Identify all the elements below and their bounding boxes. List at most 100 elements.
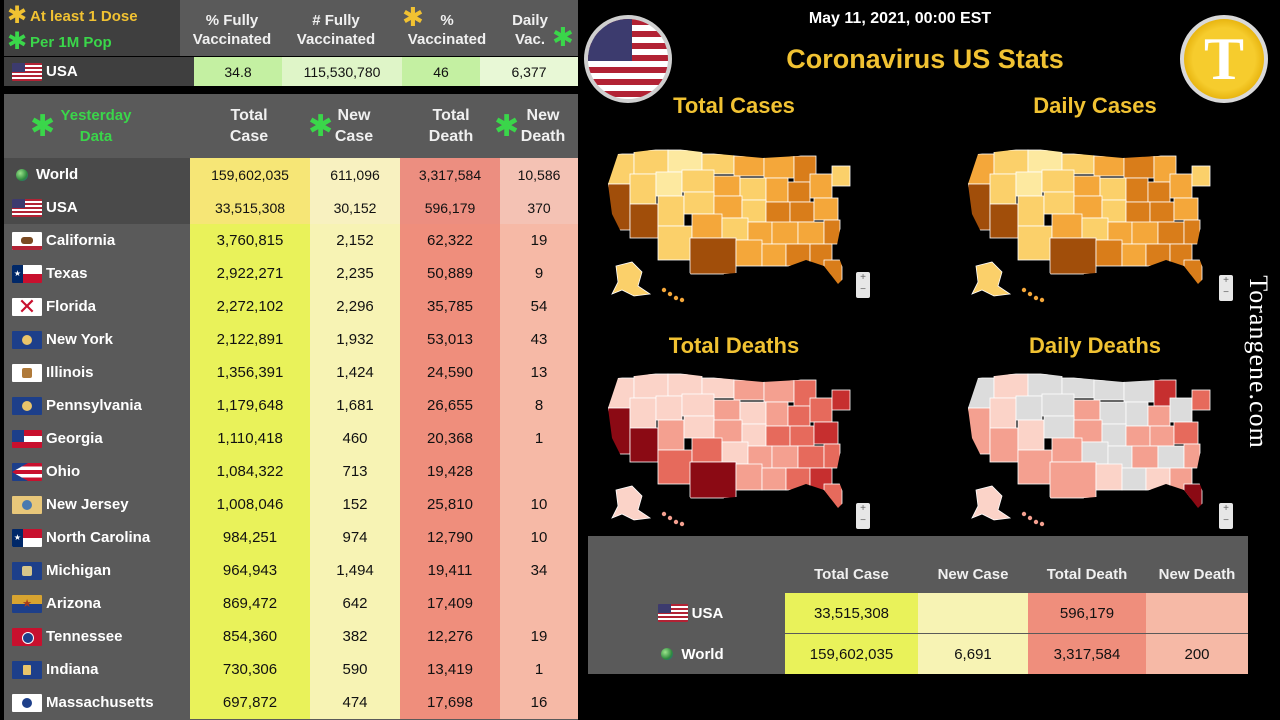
map-state-region[interactable] <box>1073 175 1101 197</box>
map-state-region[interactable] <box>633 149 669 175</box>
map-state-region[interactable] <box>657 225 693 261</box>
map-state-region[interactable] <box>993 149 1029 175</box>
zoom-out-icon[interactable]: − <box>860 515 866 526</box>
map-state-region[interactable] <box>1051 213 1083 239</box>
map-state-region[interactable] <box>765 425 791 449</box>
map-hawaii-island[interactable] <box>1021 287 1027 293</box>
map-state-region[interactable] <box>823 483 843 511</box>
map-hawaii-island[interactable] <box>661 287 667 293</box>
map-hawaii-island[interactable] <box>673 519 679 525</box>
map-state-region[interactable] <box>1147 405 1171 427</box>
map-state-region[interactable] <box>1093 155 1125 177</box>
map-state-region[interactable] <box>655 171 683 197</box>
map-hawaii-island[interactable] <box>667 291 673 297</box>
map-state-region[interactable] <box>823 443 841 469</box>
map-state-region[interactable] <box>629 397 657 429</box>
map-state-region[interactable] <box>691 437 723 463</box>
map-state-region[interactable] <box>1049 461 1097 499</box>
map-hawaii-island[interactable] <box>1021 511 1027 517</box>
map-state-region[interactable] <box>813 421 839 445</box>
map-state-region[interactable] <box>1017 449 1053 485</box>
map-state-region[interactable] <box>1157 445 1185 469</box>
zoom-out-icon[interactable]: − <box>1223 515 1229 526</box>
map-hawaii-island[interactable] <box>667 515 673 521</box>
map-state-region[interactable] <box>789 425 815 447</box>
map-state-region[interactable] <box>1095 463 1123 491</box>
map-state-region[interactable] <box>1183 483 1203 511</box>
map-state-region[interactable] <box>785 243 811 267</box>
map-state-region[interactable] <box>1017 195 1045 227</box>
map-state-region[interactable] <box>809 173 833 199</box>
map-state-region[interactable] <box>1049 237 1097 275</box>
map-state-region[interactable] <box>785 467 811 491</box>
map-state-region[interactable] <box>797 445 825 469</box>
map-state-region[interactable] <box>765 401 789 427</box>
map-state-region[interactable] <box>1041 169 1075 193</box>
map-state-region[interactable] <box>739 177 767 201</box>
map-state-region[interactable] <box>689 461 737 499</box>
map-state-region[interactable] <box>823 219 841 245</box>
map-state-region[interactable] <box>1191 389 1211 411</box>
map-state-region[interactable] <box>761 243 787 267</box>
map-state-region[interactable] <box>787 405 811 427</box>
map-state-region[interactable] <box>683 415 715 439</box>
map-state-region[interactable] <box>1015 171 1043 197</box>
map-state-region[interactable] <box>681 169 715 193</box>
map-state-region[interactable] <box>739 401 767 425</box>
map-state-region[interactable] <box>633 373 669 399</box>
map-hawaii-island[interactable] <box>1027 291 1033 297</box>
map-state-region[interactable] <box>1081 217 1109 241</box>
map-state-region[interactable] <box>813 197 839 221</box>
map-state-region[interactable] <box>1149 425 1175 447</box>
map-state-region[interactable] <box>1015 395 1043 421</box>
map-state-region[interactable] <box>1183 259 1203 287</box>
map-state-region[interactable] <box>733 155 765 177</box>
map-state-region[interactable] <box>771 445 799 469</box>
map-state-region[interactable] <box>1027 373 1063 397</box>
map-state-region[interactable] <box>1169 173 1193 199</box>
map-state-region[interactable] <box>667 373 703 397</box>
map-hawaii-island[interactable] <box>1039 521 1045 527</box>
map-state-region[interactable] <box>1123 155 1155 179</box>
zoom-in-icon[interactable]: + <box>1223 275 1229 286</box>
map-state-region[interactable] <box>1041 393 1075 417</box>
map-state-region[interactable] <box>1131 221 1159 245</box>
zoom-control-total-deaths[interactable]: + − <box>856 503 870 529</box>
map-alaska[interactable] <box>971 261 1012 297</box>
map-alaska[interactable] <box>611 485 652 521</box>
zoom-out-icon[interactable]: − <box>860 284 866 295</box>
map-state-region[interactable] <box>989 173 1017 205</box>
map-hawaii-island[interactable] <box>661 511 667 517</box>
map-state-region[interactable] <box>1017 225 1053 261</box>
map-state-region[interactable] <box>1169 397 1193 423</box>
map-state-region[interactable] <box>667 149 703 173</box>
map-state-region[interactable] <box>831 389 851 411</box>
map-hawaii-island[interactable] <box>679 521 685 527</box>
map-state-region[interactable] <box>683 191 715 215</box>
map-state-region[interactable] <box>657 419 685 451</box>
map-state-region[interactable] <box>1051 437 1083 463</box>
map-state-region[interactable] <box>787 181 811 203</box>
map-state-region[interactable] <box>1121 243 1147 267</box>
map-state-region[interactable] <box>735 463 763 491</box>
map-state-region[interactable] <box>1147 181 1171 203</box>
map-state-region[interactable] <box>713 399 741 421</box>
map-state-region[interactable] <box>1173 197 1199 221</box>
map-hawaii-island[interactable] <box>1027 515 1033 521</box>
map-state-region[interactable] <box>1183 219 1201 245</box>
zoom-in-icon[interactable]: + <box>860 272 866 283</box>
zoom-control-daily-cases[interactable]: + − <box>1219 275 1233 301</box>
map-state-region[interactable] <box>1145 467 1171 491</box>
zoom-out-icon[interactable]: − <box>1223 287 1229 298</box>
map-state-region[interactable] <box>1043 191 1075 215</box>
zoom-control-total-cases[interactable]: + − <box>856 272 870 298</box>
map-state-region[interactable] <box>735 239 763 267</box>
map-state-region[interactable] <box>831 165 851 187</box>
map-state-region[interactable] <box>1017 419 1045 451</box>
map-state-region[interactable] <box>823 259 843 287</box>
map-state-region[interactable] <box>608 407 631 455</box>
map-state-region[interactable] <box>765 177 789 203</box>
map-hawaii-island[interactable] <box>679 297 685 303</box>
map-state-region[interactable] <box>1191 165 1211 187</box>
map-state-region[interactable] <box>1027 149 1063 173</box>
